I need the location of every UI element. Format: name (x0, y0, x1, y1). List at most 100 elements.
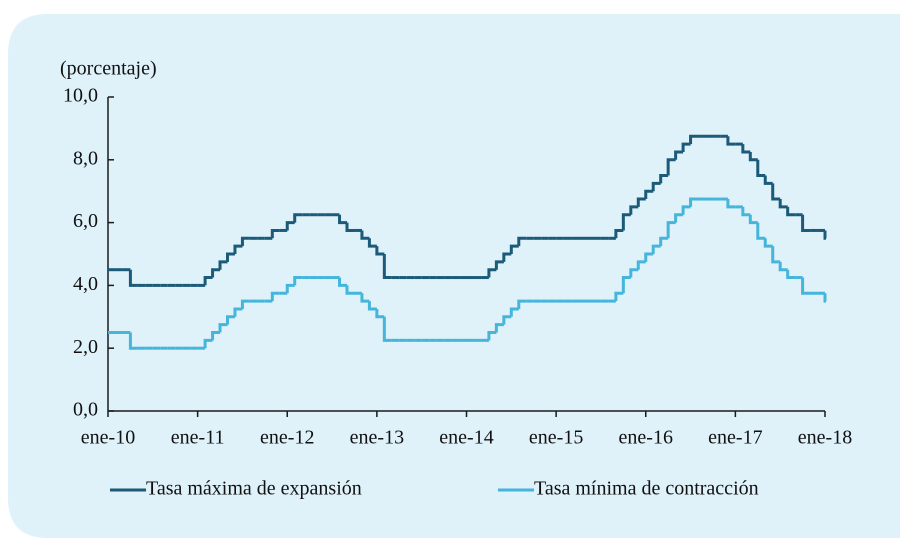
line-step (338, 277, 347, 287)
line-step (823, 293, 827, 303)
line-step (240, 236, 250, 247)
panel (8, 14, 900, 538)
line-step (614, 291, 624, 302)
line-step (226, 315, 235, 325)
line-step (494, 323, 504, 333)
y-tick-label: 10,0 (63, 85, 98, 107)
line-step (674, 150, 684, 160)
line-step (659, 174, 669, 184)
line-step (748, 214, 758, 225)
x-tick-label: ene-16 (619, 427, 673, 449)
line-step (659, 236, 669, 247)
y-tick-label: 8,0 (73, 147, 98, 169)
legend-label: Tasa máxima de expansión (146, 478, 362, 500)
line-step (367, 238, 377, 248)
line-step (240, 299, 250, 309)
line-step (293, 276, 303, 286)
line-step (270, 228, 280, 239)
line-step (674, 213, 684, 223)
line-step (218, 323, 228, 333)
line-step (823, 230, 827, 240)
line-step (771, 246, 781, 264)
line-step (218, 260, 228, 270)
line-step (517, 299, 527, 309)
line-step (487, 268, 497, 278)
x-tick-label: ene-14 (439, 427, 493, 449)
x-tick-label: ene-10 (81, 427, 135, 449)
line-step (636, 260, 646, 270)
line-step (203, 338, 213, 349)
x-tick-label: ene-13 (350, 427, 404, 449)
line-step (689, 197, 699, 207)
line-step (726, 199, 736, 209)
line-step (509, 307, 519, 317)
line-step (748, 151, 758, 162)
line-step (375, 308, 385, 319)
line-step (756, 222, 766, 240)
line-step (786, 269, 796, 280)
line-step (771, 183, 781, 201)
line-step (285, 283, 295, 294)
line-step (502, 252, 512, 262)
line-step (494, 260, 504, 270)
line-step (651, 244, 661, 254)
y-tick-label: 0,0 (73, 399, 98, 421)
line-step (801, 214, 811, 232)
line-step (621, 213, 631, 231)
line-step (128, 332, 138, 350)
y-tick-label: 6,0 (73, 210, 98, 232)
line-step (681, 205, 691, 215)
line-step (487, 331, 497, 341)
line-step (345, 222, 355, 232)
line-step (666, 221, 676, 239)
line-step (375, 246, 385, 256)
line-step (211, 331, 221, 341)
line-step (293, 213, 303, 223)
line-step (689, 134, 699, 145)
y-tick-label: 4,0 (73, 273, 98, 295)
line-step (345, 285, 355, 295)
line-step (778, 261, 788, 272)
y-tick-label: 2,0 (73, 336, 98, 358)
line-step (270, 291, 280, 302)
x-tick-label: ene-17 (708, 427, 762, 449)
line-step (382, 254, 392, 280)
line-step (741, 206, 751, 217)
line-step (211, 268, 221, 278)
line-step (367, 301, 377, 311)
line-step (382, 316, 392, 342)
line-step (614, 228, 624, 239)
line-step (285, 221, 295, 231)
line-step (360, 293, 370, 303)
line-step (741, 144, 751, 154)
line-step (651, 181, 661, 192)
line-step (629, 268, 639, 278)
line-step (509, 244, 519, 254)
line-step (233, 244, 243, 254)
line-step (636, 197, 646, 207)
line-step (502, 315, 512, 325)
x-tick-label: ene-12 (260, 427, 314, 449)
line-step (666, 158, 676, 176)
line-step (233, 307, 243, 317)
x-tick-label: ene-18 (798, 427, 852, 449)
line-step (726, 136, 736, 146)
line-step (128, 269, 138, 287)
line-step (778, 199, 788, 209)
y-axis-label: (porcentaje) (60, 58, 157, 80)
line-step (644, 189, 654, 200)
line-step (621, 276, 631, 294)
line-step (801, 277, 811, 295)
line-step (644, 252, 654, 262)
line-step (338, 214, 347, 225)
line-step (756, 159, 766, 177)
line-step (786, 206, 796, 217)
line-step (517, 236, 527, 247)
line-step (226, 252, 235, 262)
line-step (203, 276, 213, 286)
legend-label: Tasa mínima de contracción (534, 478, 759, 500)
line-step (360, 230, 370, 240)
x-tick-label: ene-15 (529, 427, 583, 449)
